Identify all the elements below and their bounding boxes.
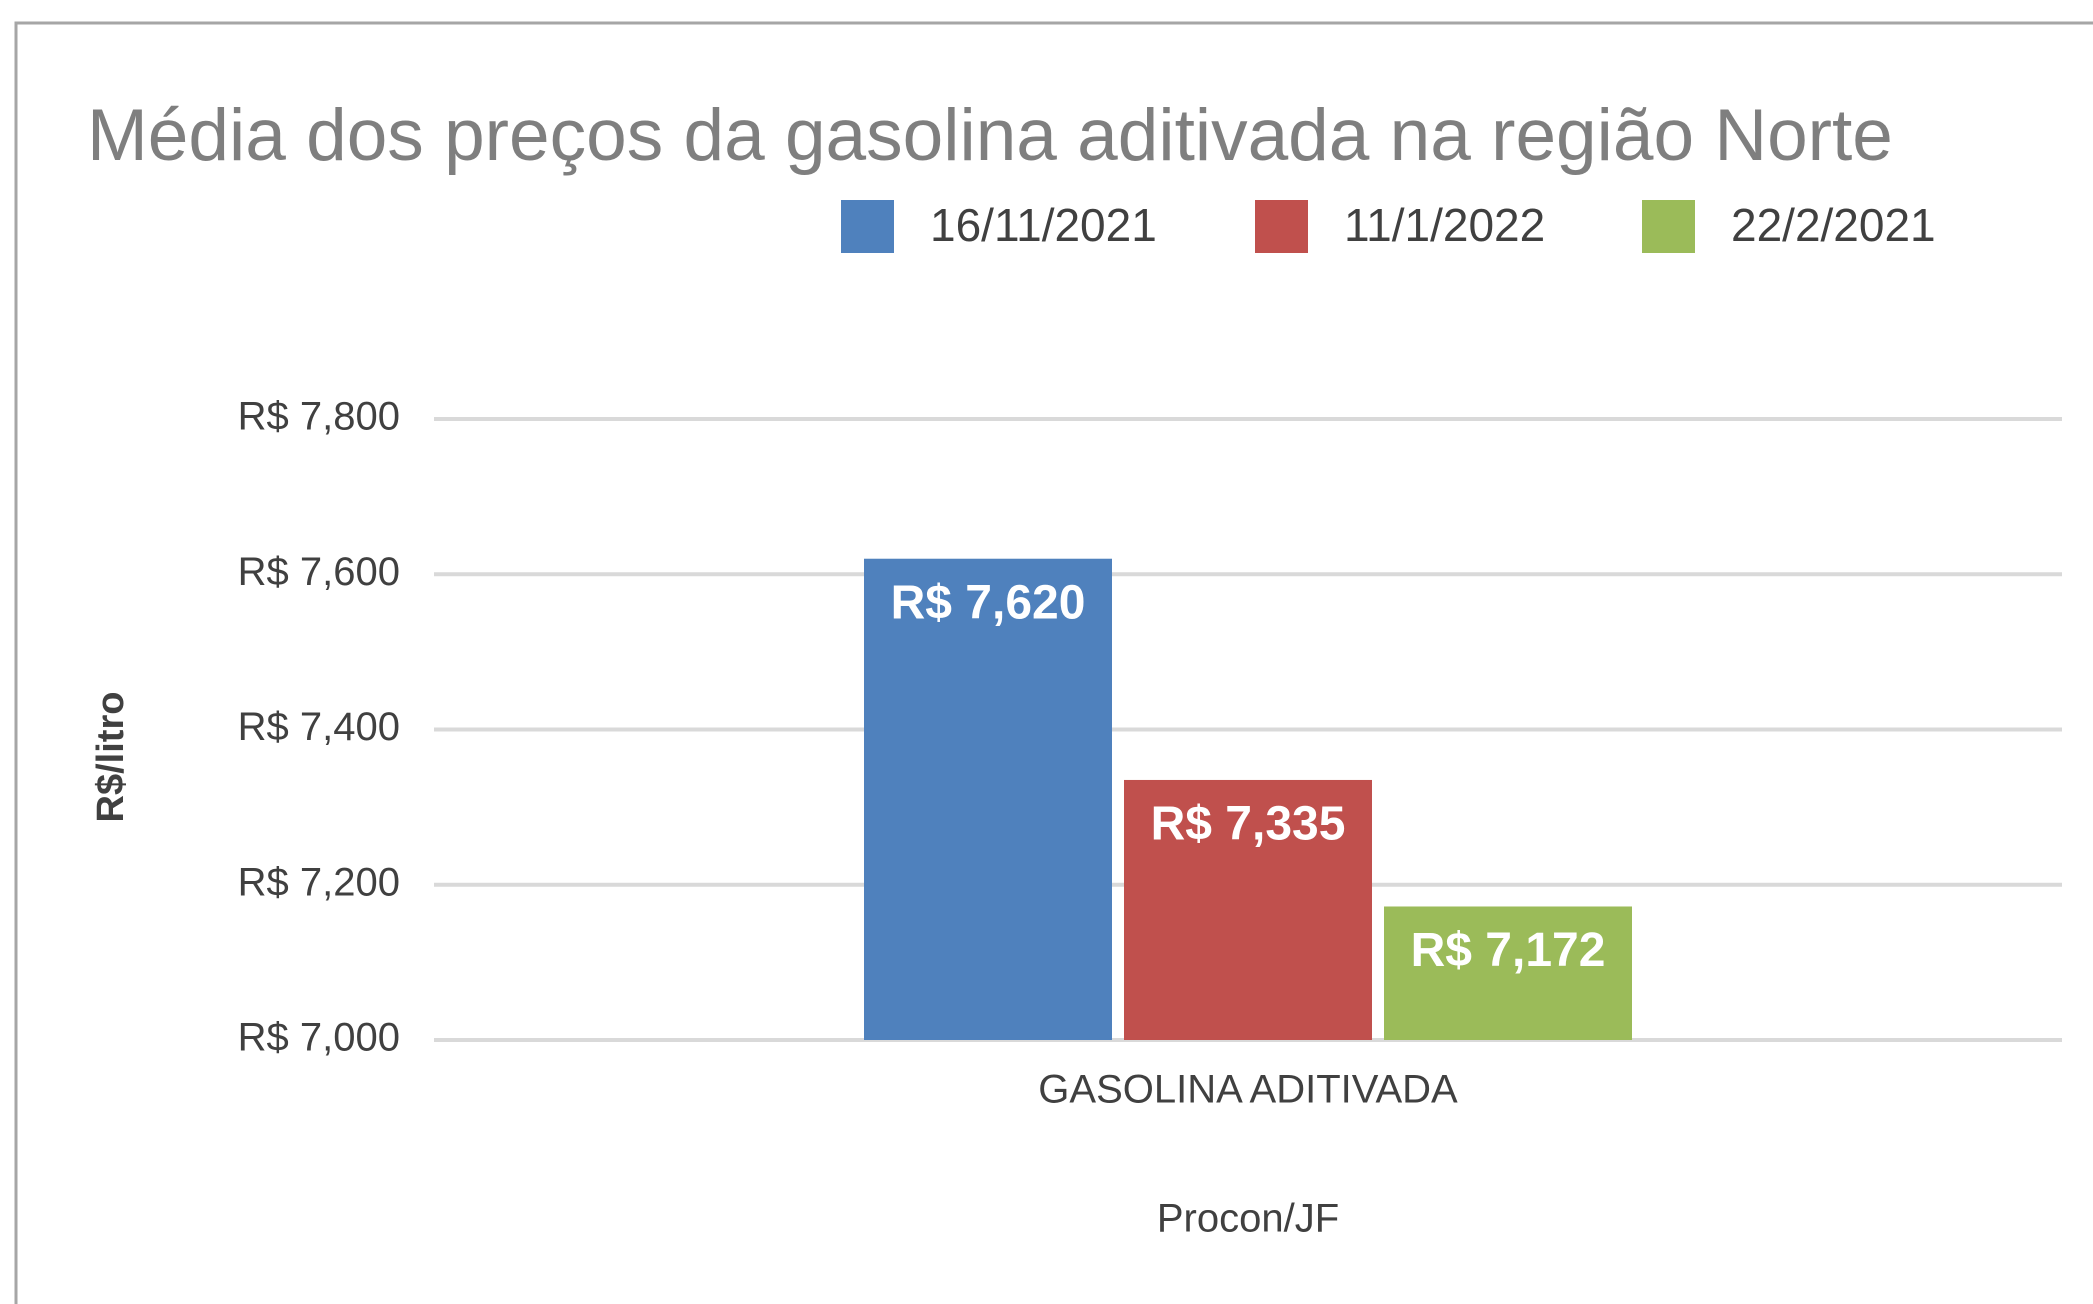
y-tick-label: R$ 7,600 (238, 550, 400, 594)
legend-swatch (1642, 200, 1695, 253)
y-tick-label: R$ 7,200 (238, 860, 400, 904)
bar (1124, 779, 1372, 1040)
legend-swatch (1255, 200, 1308, 253)
legend-label: 22/2/2021 (1731, 199, 1936, 251)
chart-title: Média dos preços da gasolina aditivada n… (87, 95, 1893, 176)
legend-swatch (841, 200, 894, 253)
chart-border (14, 21, 2093, 1304)
y-tick-label: R$ 7,800 (238, 395, 400, 439)
data-label: R$ 7,335 (1151, 798, 1346, 851)
x-tick-label: GASOLINA ADITIVADA (1038, 1068, 1458, 1112)
y-tick-label: R$ 7,000 (238, 1016, 400, 1060)
data-label: R$ 7,172 (1411, 924, 1606, 977)
bar (864, 558, 1112, 1040)
y-axis-label: R$/litro (90, 692, 132, 823)
legend-label: 16/11/2021 (930, 199, 1157, 251)
x-axis-label: Procon/JF (1157, 1197, 1339, 1241)
legend-label: 11/1/2022 (1344, 199, 1545, 251)
data-label: R$ 7,620 (891, 576, 1086, 629)
bar (1384, 906, 1632, 1040)
y-tick-label: R$ 7,400 (238, 705, 400, 749)
